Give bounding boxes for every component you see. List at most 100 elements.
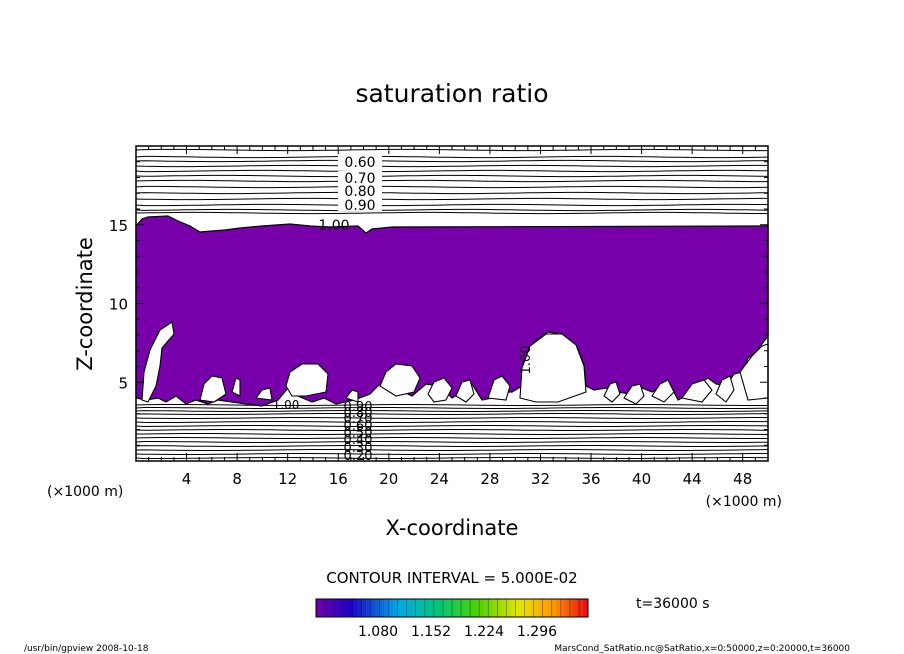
colorbar-segment	[406, 599, 412, 617]
colorbar-segment	[379, 599, 385, 617]
subsaturated-bubble	[345, 389, 359, 403]
colorbar-segment	[374, 599, 380, 617]
lower-contour-line	[135, 449, 769, 451]
colorbar-frame	[315, 598, 589, 618]
upper-contour-label: 0.80	[344, 184, 375, 200]
lower-contour-line	[135, 404, 768, 406]
contour-label-one: 1.00	[318, 218, 349, 234]
colorbar-segment	[456, 599, 462, 617]
colorbar-segment	[397, 599, 403, 617]
upper-contour-line	[135, 211, 769, 215]
colorbar-segment	[415, 599, 421, 617]
colorbar-segment	[438, 599, 444, 617]
upper-contour-line	[135, 197, 768, 201]
colorbar-segment	[470, 599, 476, 617]
colorbar-segment	[524, 599, 530, 617]
lower-contour-label: 0.80	[344, 406, 373, 421]
colorbar-segment	[325, 599, 330, 617]
colorbar-segment	[411, 599, 417, 617]
colorbar-segment	[370, 599, 376, 617]
subsaturated-bubble	[623, 383, 645, 405]
colorbar-segment	[365, 599, 371, 617]
colorbar-segment	[520, 599, 525, 617]
lower-contour-label: 0.70	[344, 412, 373, 427]
x-tick-label: 48	[733, 470, 752, 488]
x-tick-label: 36	[581, 470, 600, 488]
subsaturated-bubble	[427, 377, 453, 403]
lower-contour-label: 0.40	[344, 433, 373, 448]
lower-contour-line	[135, 441, 769, 443]
colorbar-segment	[347, 599, 353, 617]
colorbar-segment	[547, 599, 553, 617]
upper-contour-line	[135, 174, 769, 178]
subsaturated-bubble	[715, 375, 735, 403]
upper-contour-line	[135, 164, 768, 168]
x-tick-label: 8	[232, 470, 242, 488]
colorbar-segment	[388, 599, 394, 617]
subsaturated-bubble	[254, 387, 273, 401]
contour-label-one: 1.00	[273, 398, 300, 412]
colorbar-segment	[551, 599, 557, 617]
colorbar-segment	[510, 599, 516, 617]
colorbar-segment	[583, 599, 589, 617]
contour-interval-label: CONTOUR INTERVAL = 5.000E-02	[326, 569, 577, 587]
lower-contour-line	[135, 453, 768, 455]
footer-right: MarsCond_SatRatio.nc@SatRatio,x=0:50000,…	[554, 644, 850, 654]
colorbar-segment	[384, 599, 389, 617]
colorbar-segment	[334, 599, 340, 617]
lower-contour-label: 0.50	[344, 426, 373, 441]
subsaturated-bubble	[455, 379, 475, 403]
upper-contour-line	[135, 155, 769, 159]
subsaturated-bubble	[199, 375, 227, 403]
x-unit-left: (×1000 m)	[47, 484, 123, 500]
subsaturated-bubble	[681, 379, 713, 403]
x-tick-label: 12	[278, 470, 297, 488]
colorbar	[316, 599, 589, 617]
colorbar-segment	[338, 599, 344, 617]
upper-contour-line	[135, 208, 769, 212]
colorbar-segment	[578, 599, 584, 617]
supersaturated-region	[135, 215, 769, 407]
colorbar-segment	[320, 599, 326, 617]
y-tick-label: 15	[109, 217, 128, 235]
colorbar-segment	[452, 599, 457, 617]
x-tick-label: 32	[531, 470, 550, 488]
contour-label-one: 1.00	[519, 346, 534, 375]
colorbar-segment	[533, 599, 539, 617]
upper-contour-label: 0.60	[344, 155, 375, 171]
colorbar-segment	[465, 599, 471, 617]
subsaturated-bubble	[379, 363, 421, 397]
colorbar-segment	[316, 599, 321, 617]
colorbar-segment	[556, 599, 562, 617]
lower-contour-line	[135, 437, 768, 439]
lower-contour-line	[135, 445, 769, 447]
colorbar-segment	[352, 599, 358, 617]
colorbar-segment	[538, 599, 544, 617]
colorbar-segment	[361, 599, 367, 617]
colorbar-labels: 1.080 1.152 1.224 1.296	[358, 624, 557, 640]
colorbar-label: 1.296	[517, 624, 557, 640]
lower-contour-line	[135, 413, 769, 415]
lower-contour-line	[135, 425, 769, 428]
lower-contour-line	[135, 429, 769, 431]
colorbar-label: 1.080	[358, 624, 398, 640]
colorbar-segment	[461, 599, 466, 617]
time-label: t=36000 s	[636, 596, 710, 612]
colorbar-segment	[542, 599, 548, 617]
colorbar-segment	[497, 599, 503, 617]
colorbar-segment	[424, 599, 430, 617]
x-tick-label: 44	[683, 470, 702, 488]
x-tick-label: 4	[182, 470, 192, 488]
colorbar-segment	[501, 599, 507, 617]
supersaturated-area	[135, 215, 769, 407]
subsaturated-bubble	[651, 379, 675, 403]
contour-label-bg	[338, 155, 382, 168]
y-tick-label: 5	[118, 374, 128, 392]
y-tick-label: 10	[109, 296, 128, 314]
colorbar-segment	[474, 599, 480, 617]
subsaturated-bubble	[285, 363, 329, 397]
subsaturated-bubble	[487, 375, 511, 401]
upper-contour-line	[135, 203, 769, 207]
contour-label-bg	[338, 198, 382, 211]
